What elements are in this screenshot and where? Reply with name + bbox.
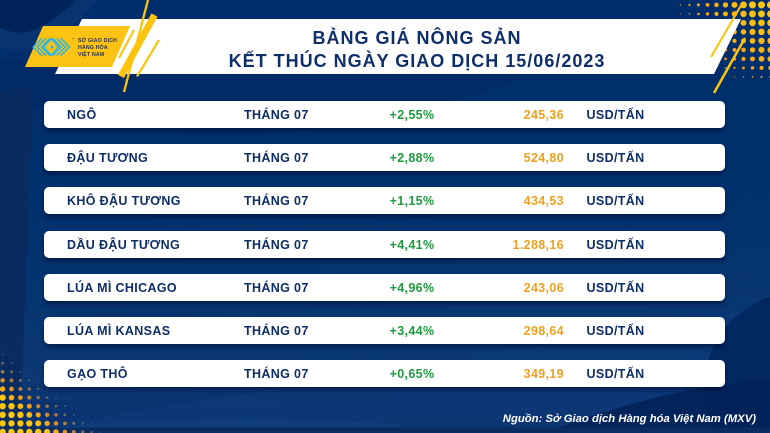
- svg-text:™: ™: [72, 37, 75, 41]
